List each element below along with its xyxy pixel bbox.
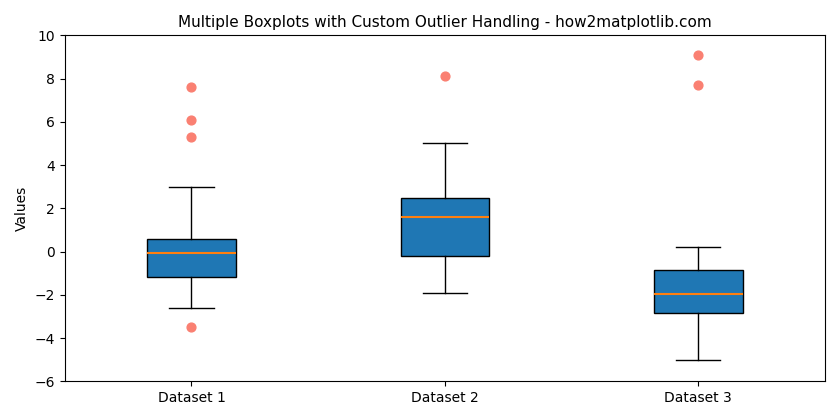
Point (185, 116, 198, 123)
Title: Multiple Boxplots with Custom Outlier Handling - how2matplotlib.com: Multiple Boxplots with Custom Outlier Ha… (178, 15, 711, 30)
Point (691, 82, 705, 89)
Point (185, 134, 198, 140)
Y-axis label: Values: Values (15, 186, 29, 231)
Point (185, 84, 198, 91)
PathPatch shape (401, 198, 489, 257)
Point (691, 51, 705, 58)
PathPatch shape (147, 239, 236, 277)
Point (185, 324, 198, 331)
PathPatch shape (654, 270, 743, 313)
Point (438, 73, 452, 80)
